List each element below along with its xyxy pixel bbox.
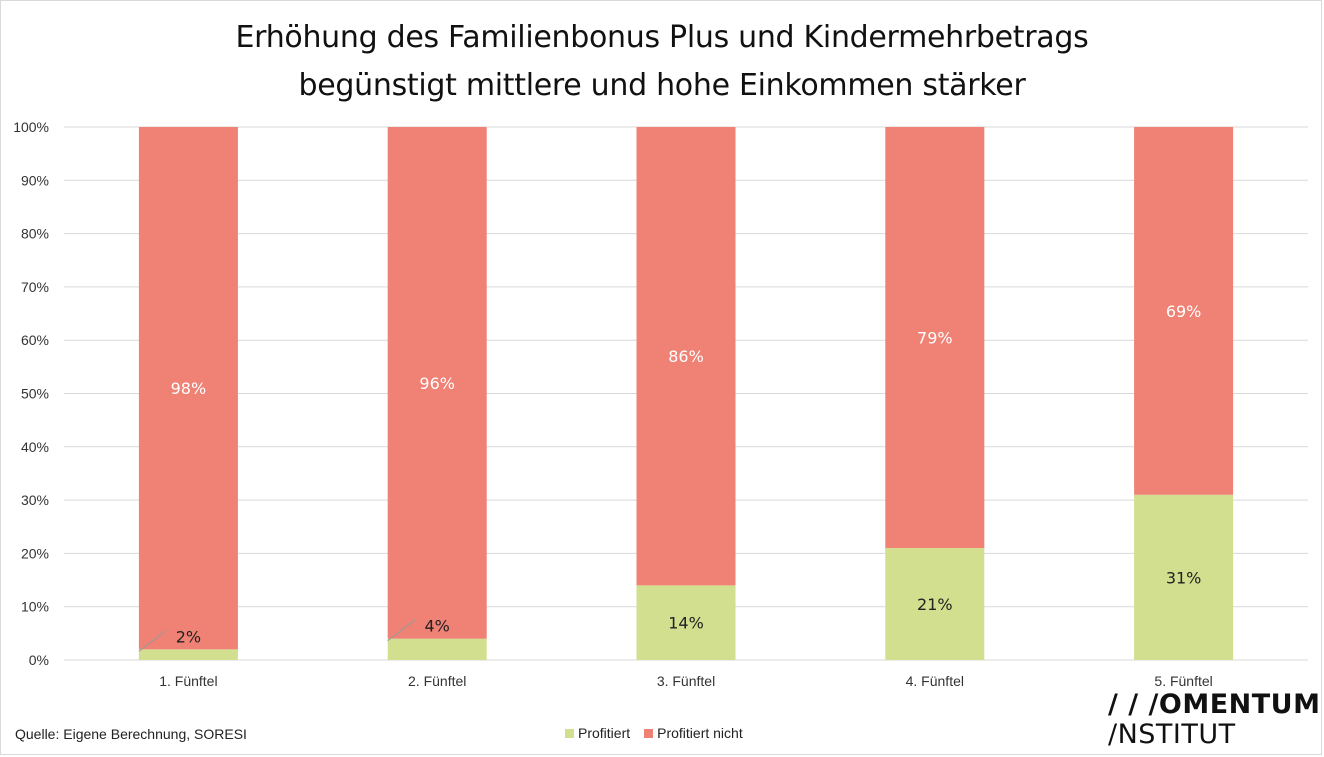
x-tick-label: 4. Fünftel [906, 673, 964, 689]
bar-segment-profitiert-nicht [636, 127, 736, 586]
y-tick-label: 30% [21, 492, 49, 508]
source-note: Quelle: Eigene Berechnung, SORESI [15, 726, 247, 742]
bar-segment-profitiert [885, 548, 985, 660]
bar-segment-profitiert-nicht [885, 127, 985, 549]
x-tick-label: 1. Fünftel [159, 673, 217, 689]
data-label-profitiert-nicht: 96% [419, 374, 455, 393]
data-label-profitiert: 2% [176, 627, 201, 646]
bar-segment-profitiert [138, 649, 238, 660]
chart-title-line-2: begünstigt mittlere und hohe Einkommen s… [298, 68, 1026, 103]
y-tick-label: 90% [21, 172, 49, 188]
bar-segment-profitiert-nicht [138, 127, 238, 650]
legend-item-profitiert: Profitiert [565, 725, 630, 741]
data-label-profitiert-nicht: 69% [1166, 302, 1202, 321]
bar-segment-profitiert-nicht [387, 127, 487, 639]
y-tick-label: 40% [21, 439, 49, 455]
y-tick-label: 70% [21, 279, 49, 295]
y-tick-label: 80% [21, 226, 49, 242]
leader-line [138, 629, 167, 652]
bar-segment-profitiert-nicht [1134, 127, 1234, 495]
data-label-profitiert-nicht: 79% [917, 329, 953, 348]
y-tick-label: 10% [21, 599, 49, 615]
data-label-profitiert-nicht: 98% [171, 379, 207, 398]
x-tick-label: 2. Fünftel [408, 673, 466, 689]
y-tick-label: 20% [21, 545, 49, 561]
bar-segment-profitiert [1134, 494, 1234, 660]
chart-title-line-1: Erhöhung des Familienbonus Plus und Kind… [235, 20, 1089, 55]
bar-segment-profitiert [387, 638, 487, 660]
y-tick-label: 60% [21, 332, 49, 348]
y-tick-label: 0% [29, 652, 49, 668]
legend-item-profitiert-nicht: Profitiert nicht [644, 725, 743, 741]
data-label-profitiert: 4% [425, 617, 450, 636]
logo-line-1: / / /OMENTUM [1108, 689, 1321, 720]
momentum-institut-logo: / / /OMENTUM /NSTITUT [1108, 690, 1320, 750]
x-tick-label: 5. Fünftel [1154, 673, 1212, 689]
y-tick-label: 50% [21, 386, 49, 402]
data-label-profitiert: 21% [917, 595, 953, 614]
data-label-profitiert: 14% [668, 614, 704, 633]
y-tick-label: 100% [13, 119, 49, 135]
legend-swatch-profitiert-nicht [644, 728, 654, 738]
data-label-profitiert-nicht: 86% [668, 347, 704, 366]
logo-line-2: /NSTITUT [1108, 719, 1236, 750]
legend: Profitiert Profitiert nicht [565, 725, 757, 741]
bar-segment-profitiert [636, 585, 736, 660]
data-label-profitiert: 31% [1166, 568, 1202, 587]
legend-swatch-profitiert [565, 728, 574, 738]
x-tick-label: 3. Fünftel [657, 673, 715, 689]
leader-line [387, 619, 416, 642]
legend-label-profitiert-nicht: Profitiert nicht [657, 725, 743, 741]
legend-label-profitiert: Profitiert [578, 725, 631, 741]
